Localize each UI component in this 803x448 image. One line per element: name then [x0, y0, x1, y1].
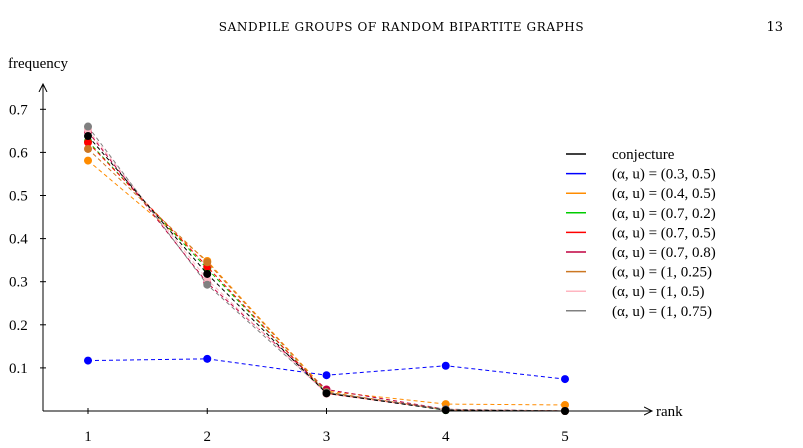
- data-point: [203, 354, 212, 363]
- legend-label: (α, u) = (1, 0.75): [612, 304, 712, 320]
- data-point: [203, 280, 212, 289]
- data-point: [84, 144, 92, 153]
- series-0: [84, 132, 569, 415]
- y-tick-label: 0.3: [9, 275, 28, 291]
- series-line: [87, 126, 566, 412]
- series-line: [87, 135, 566, 412]
- data-point: [84, 122, 92, 131]
- running-title: SANDPILE GROUPS OF RANDOM BIPARTITE GRAP…: [218, 20, 585, 34]
- series-group: [84, 122, 569, 415]
- data-point: [203, 258, 212, 267]
- legend: conjecture (α, u) = (0.3, 0.5) (α, u) = (0…: [566, 147, 716, 320]
- y-tick-label: 0.1: [9, 361, 28, 377]
- data-point: [84, 356, 92, 365]
- series-line: [87, 129, 566, 412]
- data-point: [84, 132, 92, 141]
- y-tick-label: 0.6: [9, 145, 28, 161]
- data-point: [203, 269, 212, 278]
- data-point: [322, 371, 331, 380]
- x-tick-label: 1: [84, 429, 92, 445]
- series-1: [84, 354, 569, 384]
- series-line: [87, 131, 566, 412]
- legend-label: (α, u) = (0.7, 0.2): [612, 206, 716, 222]
- series-8: [84, 122, 569, 415]
- legend-label: (α, u) = (0.4, 0.5): [612, 186, 716, 202]
- data-point: [84, 138, 92, 147]
- data-point: [84, 156, 92, 165]
- x-tick-label: 3: [323, 429, 331, 445]
- ticks-group: 1 2 3 4 5 0.1 0.2 0.3 0.4 0.5 0.6 0.7: [9, 102, 569, 445]
- legend-label: (α, u) = (0.7, 0.8): [612, 245, 716, 261]
- x-axis-title: rank: [656, 404, 683, 420]
- legend-label: (α, u) = (1, 0.25): [612, 265, 712, 281]
- y-tick-label: 0.4: [9, 232, 28, 248]
- data-point: [322, 389, 331, 398]
- series-2: [84, 156, 569, 409]
- y-tick-label: 0.7: [9, 102, 28, 118]
- page-number: 13: [766, 20, 783, 35]
- legend-label: (α, u) = (1, 0.5): [612, 284, 705, 300]
- series-line: [87, 140, 566, 412]
- series-line: [87, 160, 566, 406]
- y-tick-label: 0.5: [9, 189, 28, 205]
- legend-label: conjecture: [612, 147, 675, 163]
- data-point: [561, 375, 569, 384]
- y-axis-title: frequency: [8, 56, 68, 72]
- legend-label: (α, u) = (0.3, 0.5): [612, 167, 716, 183]
- x-tick-label: 4: [442, 429, 450, 445]
- legend-label: (α, u) = (0.7, 0.5): [612, 225, 716, 241]
- x-tick-label: 2: [204, 429, 212, 445]
- y-tick-label: 0.2: [9, 318, 28, 334]
- x-tick-label: 5: [561, 429, 569, 445]
- data-point: [441, 361, 450, 370]
- data-point: [561, 400, 569, 409]
